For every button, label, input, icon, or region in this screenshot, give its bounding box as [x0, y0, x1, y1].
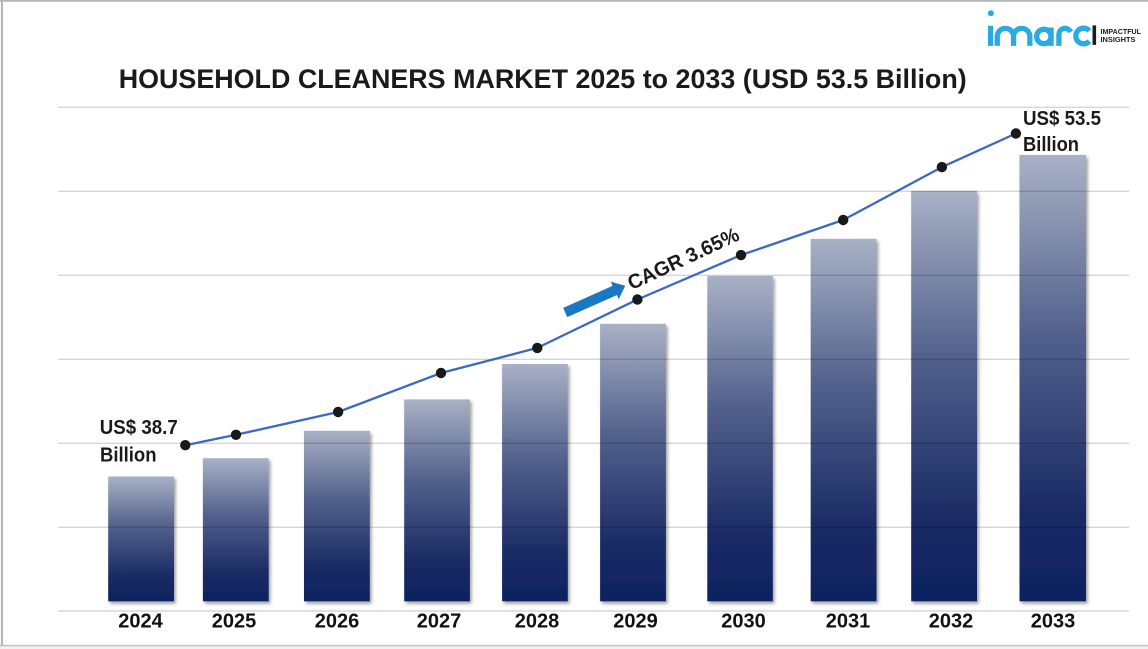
svg-text:US$ 53.5: US$ 53.5: [1023, 107, 1101, 130]
svg-text:2026: 2026: [315, 611, 360, 633]
svg-text:2024: 2024: [118, 611, 163, 633]
svg-text:2032: 2032: [929, 611, 974, 633]
svg-text:2027: 2027: [417, 611, 462, 633]
svg-text:2025: 2025: [212, 611, 257, 633]
svg-text:2030: 2030: [721, 611, 766, 633]
svg-text:US$ 38.7: US$ 38.7: [100, 416, 178, 439]
svg-text:Billion: Billion: [100, 443, 157, 466]
svg-text:Billion: Billion: [1023, 133, 1079, 156]
svg-text:HOUSEHOLD CLEANERS MARKET 2025: HOUSEHOLD CLEANERS MARKET 2025 to 2033 (…: [119, 64, 967, 94]
svg-text:2031: 2031: [826, 611, 871, 633]
svg-text:INSIGHTS: INSIGHTS: [1101, 35, 1136, 44]
svg-text:2033: 2033: [1031, 611, 1076, 633]
svg-text:IMPACTFUL: IMPACTFUL: [1101, 27, 1142, 36]
svg-text:2029: 2029: [613, 611, 658, 633]
svg-text:2028: 2028: [515, 611, 560, 633]
